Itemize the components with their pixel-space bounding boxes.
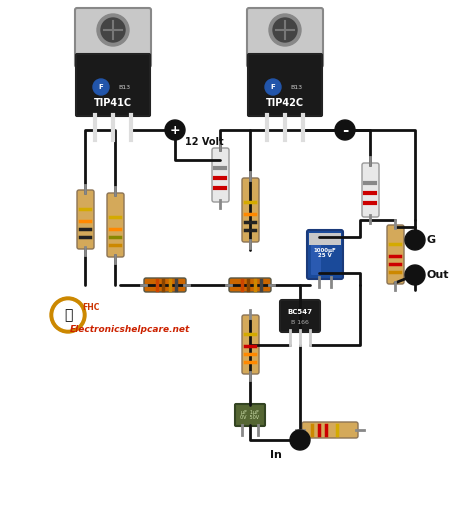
- Text: +: +: [170, 124, 180, 137]
- Circle shape: [335, 120, 355, 140]
- Text: 1000μF
25 V: 1000μF 25 V: [314, 248, 337, 258]
- FancyBboxPatch shape: [212, 148, 229, 202]
- FancyBboxPatch shape: [387, 225, 404, 284]
- FancyBboxPatch shape: [235, 404, 265, 426]
- Text: TIP41C: TIP41C: [94, 98, 132, 108]
- FancyBboxPatch shape: [248, 54, 322, 116]
- Text: In: In: [270, 450, 282, 460]
- Text: TIP42C: TIP42C: [266, 98, 304, 108]
- Circle shape: [54, 301, 82, 329]
- Text: Out: Out: [427, 270, 449, 280]
- Circle shape: [273, 18, 297, 42]
- FancyBboxPatch shape: [242, 315, 259, 374]
- FancyBboxPatch shape: [280, 300, 320, 332]
- Circle shape: [290, 430, 310, 450]
- Circle shape: [50, 297, 86, 333]
- FancyBboxPatch shape: [229, 278, 271, 292]
- FancyBboxPatch shape: [76, 54, 150, 116]
- FancyBboxPatch shape: [144, 278, 186, 292]
- FancyBboxPatch shape: [311, 234, 321, 275]
- FancyBboxPatch shape: [77, 190, 94, 249]
- Circle shape: [405, 265, 425, 285]
- FancyBboxPatch shape: [307, 230, 343, 279]
- Text: B13: B13: [118, 85, 130, 89]
- FancyBboxPatch shape: [309, 233, 341, 245]
- FancyBboxPatch shape: [107, 193, 124, 257]
- Circle shape: [405, 230, 425, 250]
- Text: G: G: [427, 235, 436, 245]
- Text: Electronicshelpcare.net: Electronicshelpcare.net: [70, 326, 190, 334]
- FancyBboxPatch shape: [362, 163, 379, 217]
- Text: μF  1μF
0V  50V: μF 1μF 0V 50V: [240, 410, 260, 420]
- Text: 12 Volt: 12 Volt: [185, 137, 224, 147]
- FancyBboxPatch shape: [247, 8, 323, 67]
- Circle shape: [101, 18, 125, 42]
- Text: BC547: BC547: [288, 309, 312, 315]
- Circle shape: [93, 79, 109, 95]
- Text: F: F: [271, 84, 275, 90]
- Text: F: F: [99, 84, 103, 90]
- Text: -: -: [342, 123, 348, 137]
- Circle shape: [265, 79, 281, 95]
- Circle shape: [165, 120, 185, 140]
- FancyBboxPatch shape: [75, 8, 151, 67]
- FancyBboxPatch shape: [302, 422, 358, 438]
- Circle shape: [97, 14, 129, 46]
- FancyBboxPatch shape: [242, 178, 259, 242]
- Text: 🦅: 🦅: [64, 308, 72, 322]
- Text: FHC: FHC: [82, 304, 100, 313]
- Text: B13: B13: [290, 85, 302, 89]
- Text: B 166: B 166: [291, 319, 309, 324]
- Circle shape: [269, 14, 301, 46]
